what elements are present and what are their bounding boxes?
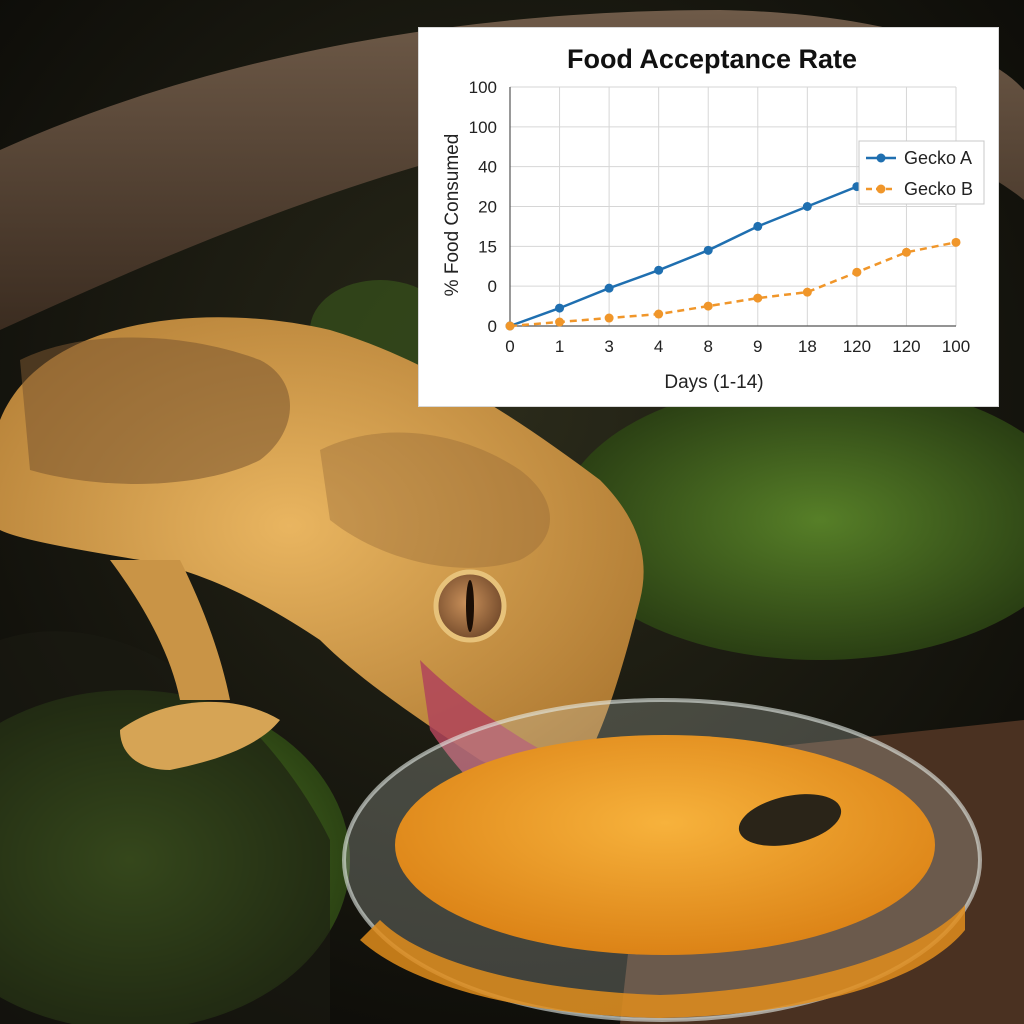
data-point-gecko-a [555,303,565,313]
x-tick-label: 8 [703,337,712,356]
data-point-gecko-b [505,321,515,331]
x-axis-label: Days (1-14) [664,372,763,393]
legend-marker-gecko-b [876,184,886,194]
y-tick-label: 0 [488,277,497,296]
y-tick-label: 20 [478,198,497,217]
legend: Gecko A Gecko B [858,140,985,205]
data-point-gecko-b [802,287,812,297]
data-point-gecko-b [555,317,565,327]
chart-title: Food Acceptance Rate [567,44,857,74]
x-tick-label: 120 [892,337,920,356]
data-point-gecko-b [852,267,862,277]
line-chart: Food Acceptance Rate 0 1 3 4 8 9 18 120 120 10000… [442,44,985,393]
data-point-gecko-a [802,202,812,211]
legend-label-gecko-a: Gecko A [904,148,972,168]
data-point-gecko-a [604,283,614,293]
axes [509,87,956,327]
data-point-gecko-b [951,237,961,247]
y-tick-label: 100 [469,118,497,137]
data-point-gecko-b [703,301,713,311]
data-point-gecko-b [654,309,664,319]
y-axis-label: % Food Consumed [442,134,463,297]
x-tick-label: 120 [843,337,871,356]
legend-label-gecko-b: Gecko B [904,179,973,199]
x-tick-label: 0 [505,337,514,356]
y-tick-label: 40 [478,158,497,177]
legend-box [858,140,985,205]
data-point-gecko-a [654,265,664,275]
x-tick-label: 3 [604,337,613,356]
x-tick-label: 18 [798,337,817,356]
chart-panel: Food Acceptance Rate 0 1 3 4 8 9 18 120 120 100 0 0… [418,27,999,407]
x-tick-label: 1 [555,337,564,356]
x-tick-label: 100 [942,337,970,356]
grid-layer [509,86,957,327]
y-tick-label: 100 [469,78,497,97]
x-tick-label: 9 [753,337,762,356]
y-tick-label: 15 [478,237,497,256]
series-line-gecko-b [509,241,957,328]
data-point-gecko-a [703,245,713,255]
data-point-gecko-b [604,313,614,323]
x-tick-label: 4 [654,337,663,356]
y-tick-label: 0 [488,317,497,336]
data-point-gecko-b [901,247,911,257]
data-point-gecko-b [753,293,763,303]
legend-marker-gecko-a [876,153,886,163]
data-point-gecko-a [753,221,763,231]
